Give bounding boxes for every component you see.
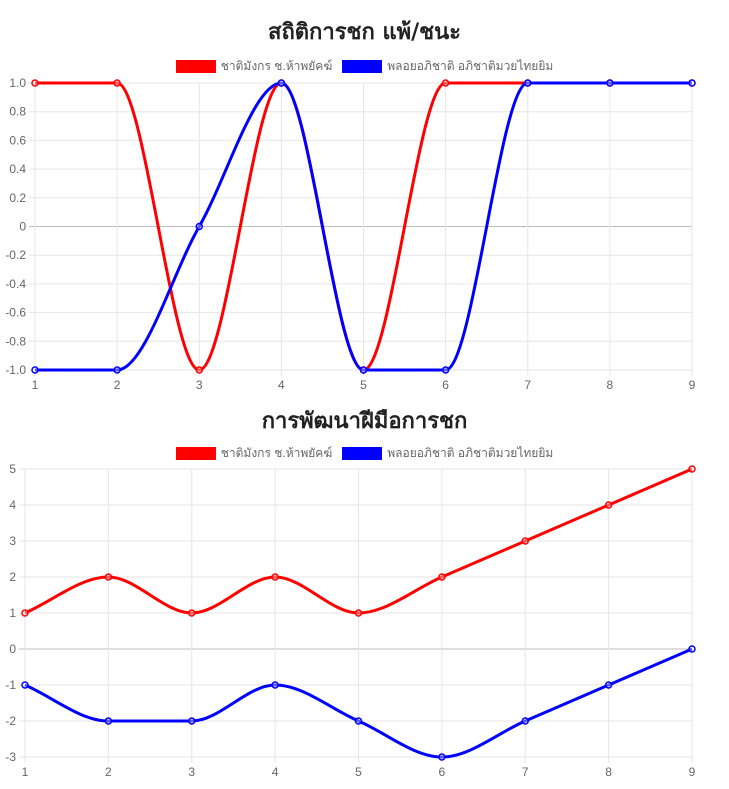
chart-2-series-1-point-2[interactable] bbox=[104, 573, 113, 581]
chart-1-series-1-point-2[interactable] bbox=[113, 79, 121, 87]
chart-2-series-2-point-6[interactable] bbox=[438, 753, 446, 761]
chart-1-legend-label-2: พลอยอภิชาติ อภิชาติมวยไทยยิม bbox=[387, 58, 554, 73]
chart-2-xtick-8: 9 bbox=[689, 765, 696, 779]
chart-1-ytick-7: -0.4 bbox=[5, 277, 26, 291]
chart-2-ytick-5: 0 bbox=[9, 642, 16, 656]
chart-1-xtick-8: 9 bbox=[689, 378, 696, 392]
chart-2-series-2-point-1[interactable] bbox=[21, 681, 29, 689]
chart-1-series-2-point-4[interactable] bbox=[277, 79, 286, 87]
chart-2-legend-label-2: พลอยอภิชาติ อภิชาติมวยไทยยิม bbox=[387, 445, 554, 460]
chart-1-ytick-6: -0.2 bbox=[5, 248, 26, 262]
chart-2-xtick-5: 6 bbox=[439, 765, 446, 779]
chart-2-series-1-point-6[interactable] bbox=[438, 573, 446, 581]
chart-2-legend-swatch-1 bbox=[175, 446, 216, 460]
chart-2-series-2-point-4[interactable] bbox=[271, 681, 279, 689]
chart-2-ytick-7: -2 bbox=[5, 714, 16, 728]
chart-2-xtick-4: 5 bbox=[355, 765, 362, 779]
chart-1-series-2-point-7[interactable] bbox=[524, 79, 532, 87]
chart-2-ytick-8: -3 bbox=[5, 750, 16, 764]
chart-2-legend-item-2[interactable]: พลอยอภิชาติ อภิชาติมวยไทยยิม bbox=[342, 444, 553, 463]
chart-1-xtick-7: 8 bbox=[607, 378, 614, 392]
chart-2-legend: ชาติมังกร ช.ห้าพยัคฆ์ พลอยอภิชาติ อภิชาต… bbox=[0, 445, 729, 461]
chart-2-ytick-2: 3 bbox=[9, 534, 16, 548]
chart-2-ytick-0: 5 bbox=[9, 462, 16, 476]
chart-2-series-2-point-8[interactable] bbox=[604, 681, 613, 689]
chart-1-xtick-4: 5 bbox=[360, 378, 367, 392]
chart-1-legend-swatch-1 bbox=[175, 59, 216, 73]
chart-2-xtick-2: 3 bbox=[188, 765, 195, 779]
chart-1-series-1-point-3[interactable] bbox=[195, 366, 203, 374]
chart-2-series-2-point-5[interactable] bbox=[354, 717, 363, 725]
chart-1-legend: ชาติมังกร ช.ห้าพยัคฆ์ พลอยอภิชาติ อภิชาต… bbox=[0, 58, 729, 74]
chart-2-series-1-point-4[interactable] bbox=[271, 573, 279, 581]
chart-1-ytick-9: -0.8 bbox=[5, 334, 26, 348]
chart-2-series-1-point-9[interactable] bbox=[688, 465, 696, 473]
chart-1-ytick-0: 1.0 bbox=[9, 76, 26, 90]
chart-1-ytick-5: 0 bbox=[19, 220, 26, 234]
chart-1-plot: 1.0 0.8 0.6 0.4 0.2 0 -0.2 -0.4 -0.6 -0.8 -1.0 1 2 3 4… bbox=[5, 76, 696, 392]
chart-2-series-1-point-8[interactable] bbox=[604, 501, 613, 509]
chart-1-xtick-1: 2 bbox=[114, 378, 121, 392]
chart-2-legend-item-1[interactable]: ชาติมังกร ช.ห้าพยัคฆ์ bbox=[175, 444, 333, 463]
chart-1-series-2-point-2[interactable] bbox=[113, 366, 121, 374]
chart-1-legend-swatch-2 bbox=[342, 59, 383, 73]
chart-1-series-1-point-1[interactable] bbox=[31, 79, 39, 87]
chart-2-series-1-point-1[interactable] bbox=[21, 609, 29, 617]
chart-2-series-2-point-2[interactable] bbox=[104, 717, 113, 725]
chart-2-series-2-point-7[interactable] bbox=[521, 717, 529, 725]
chart-1-legend-label-1: ชาติมังกร ช.ห้าพยัคฆ์ bbox=[220, 58, 333, 73]
chart-1-series-2-point-5[interactable] bbox=[359, 366, 368, 374]
chart-1-ytick-2: 0.6 bbox=[9, 133, 26, 147]
chart-1-series-2-point-9[interactable] bbox=[688, 79, 696, 87]
chart-1-xtick-2: 3 bbox=[196, 378, 203, 392]
chart-2-xtick-1: 2 bbox=[105, 765, 112, 779]
chart-2-ytick-6: -1 bbox=[5, 678, 16, 692]
chart-1-series-2-point-6[interactable] bbox=[441, 366, 450, 374]
chart-1-ytick-10: -1.0 bbox=[5, 363, 26, 377]
chart-1-ytick-4: 0.2 bbox=[9, 191, 26, 205]
chart-2-legend-swatch-2 bbox=[342, 446, 383, 460]
chart-1-xtick-3: 4 bbox=[278, 378, 285, 392]
chart-1-series-2-point-1[interactable] bbox=[31, 366, 39, 374]
chart-2-xtick-0: 1 bbox=[22, 765, 29, 779]
chart-2-series-1-point-3[interactable] bbox=[188, 609, 196, 617]
chart-1-legend-item-2[interactable]: พลอยอภิชาติ อภิชาติมวยไทยยิม bbox=[342, 57, 553, 76]
chart-1-series-2-point-3[interactable] bbox=[195, 222, 203, 231]
chart-2-series-2-point-3[interactable] bbox=[188, 717, 196, 725]
chart-1-title: สถิติการชก แพ้/ชนะ bbox=[268, 20, 461, 45]
chart-2-xtick-6: 7 bbox=[522, 765, 529, 779]
chart-2-series-1-point-7[interactable] bbox=[521, 537, 529, 545]
chart-1-xtick-5: 6 bbox=[442, 378, 449, 392]
chart-2-legend-label-1: ชาติมังกร ช.ห้าพยัคฆ์ bbox=[220, 445, 333, 460]
chart-2-series-2-line bbox=[24, 647, 693, 759]
chart-2-series-1-line bbox=[24, 467, 693, 615]
chart-2-ytick-3: 2 bbox=[9, 570, 16, 584]
chart-1-ytick-3: 0.4 bbox=[9, 162, 26, 176]
chart-2-series-2-point-9[interactable] bbox=[688, 645, 696, 653]
chart-1-ytick-1: 0.8 bbox=[9, 105, 26, 119]
chart-1-ytick-8: -0.6 bbox=[5, 306, 26, 320]
chart-1-xtick-0: 1 bbox=[32, 378, 39, 392]
chart-2-title: การพัฒนาฝีมือการชก bbox=[261, 409, 468, 434]
chart-2-series-1-point-5[interactable] bbox=[354, 609, 363, 617]
chart-2-ytick-4: 1 bbox=[9, 606, 16, 620]
chart-2-xtick-3: 4 bbox=[272, 765, 279, 779]
chart-1-series-2-line bbox=[34, 81, 692, 372]
chart-1-legend-item-1[interactable]: ชาติมังกร ช.ห้าพยัคฆ์ bbox=[175, 57, 333, 76]
chart-1-series-1-point-6[interactable] bbox=[441, 79, 450, 87]
chart-1-xtick-6: 7 bbox=[524, 378, 531, 392]
chart-2-xtick-7: 8 bbox=[605, 765, 612, 779]
chart-1-series-2-point-8[interactable] bbox=[606, 79, 614, 87]
chart-2-ytick-1: 4 bbox=[9, 498, 16, 512]
